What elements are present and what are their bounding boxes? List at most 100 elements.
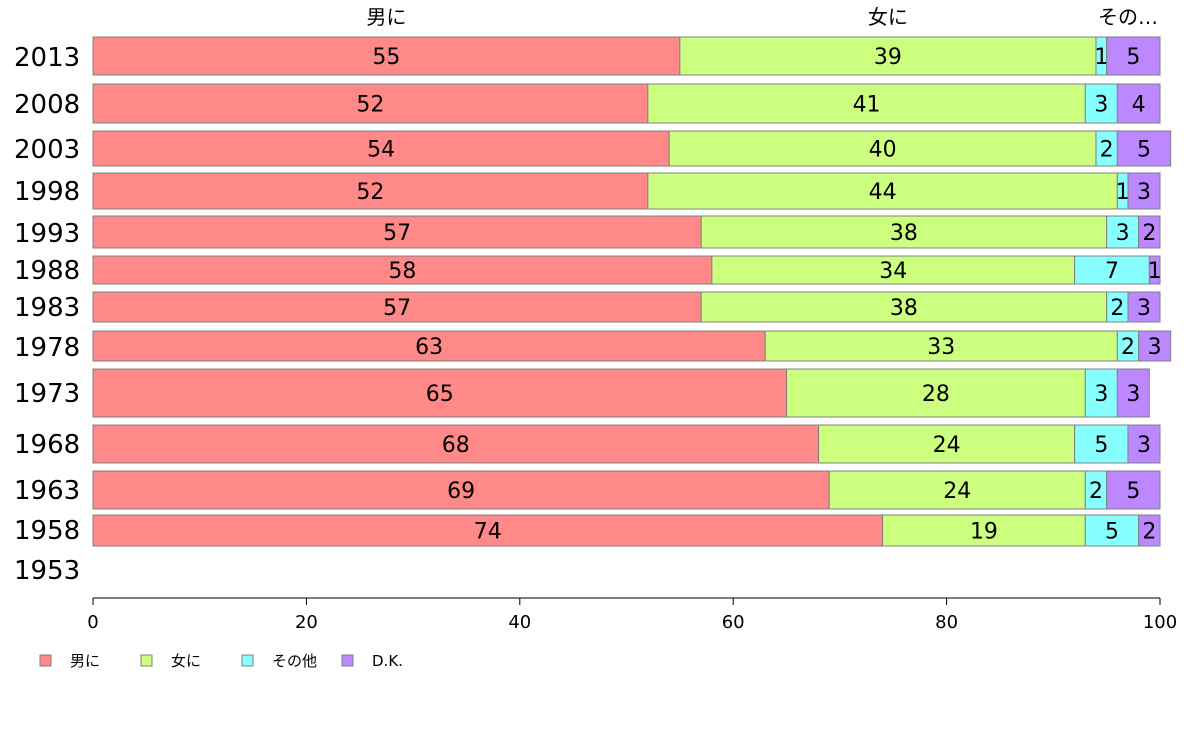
bar-segment [1116, 368, 1150, 418]
x-tick-label: 100 [1143, 612, 1177, 633]
bar-value-label: 3 [1137, 296, 1151, 321]
category-label: 2013 [14, 43, 80, 73]
bar-value-label: 39 [874, 45, 902, 70]
bar-value-label: 52 [356, 93, 384, 118]
bar-value-label: 24 [933, 433, 961, 458]
bar-value-label: 55 [372, 45, 400, 70]
bar-value-label: 4 [1132, 93, 1146, 118]
bar-value-label: 3 [1148, 335, 1162, 360]
x-tick-label: 80 [935, 612, 958, 633]
bar-segment [1148, 255, 1161, 285]
category-label: 1978 [14, 333, 80, 363]
bar-value-label: 24 [943, 479, 971, 504]
category-label: 1953 [14, 556, 80, 586]
bar-value-label: 68 [442, 433, 470, 458]
category-label: 1963 [14, 476, 80, 506]
bar-value-label: 65 [426, 382, 454, 407]
legend-label: D.K. [372, 652, 403, 670]
bar-value-label: 3 [1094, 382, 1108, 407]
top-label: その… [1098, 5, 1158, 29]
bar-value-label: 40 [869, 138, 897, 163]
bar-value-label: 28 [922, 382, 950, 407]
bar-segment [92, 130, 670, 167]
bar-segment [828, 470, 1086, 510]
bar-value-label: 41 [853, 93, 881, 118]
category-label: 1973 [14, 379, 80, 409]
bar-segment [1106, 215, 1140, 249]
bar-value-label: 5 [1126, 479, 1140, 504]
bar-segment [1127, 172, 1161, 210]
bar-value-label: 7 [1105, 259, 1119, 284]
bar-value-label: 57 [383, 221, 411, 246]
bar-value-label: 58 [388, 259, 416, 284]
category-label: 1968 [14, 430, 80, 460]
bar-segment [1138, 330, 1172, 362]
bar-segment [818, 424, 1076, 464]
bars-group: 55 39 1 552 41 3 454 40 2 552 44 1 357 38 3 258 34 7 157 38… [92, 36, 1172, 547]
bar-segment [1106, 36, 1161, 76]
legend-label: 男に [70, 652, 100, 670]
category-label: 1988 [14, 256, 80, 286]
bar-segment [1116, 83, 1161, 124]
top-labels: 男に 女に その… [366, 5, 1158, 29]
x-tick-label: 20 [295, 612, 318, 633]
bar-segment [679, 36, 1097, 76]
bar-segment [92, 255, 713, 285]
bar-segment [1106, 470, 1161, 510]
bar-value-label: 5 [1137, 138, 1151, 163]
bar-value-label: 34 [879, 259, 907, 284]
bar-value-label: 63 [415, 335, 443, 360]
bar-value-label: 54 [367, 138, 395, 163]
bar-segment [92, 514, 884, 547]
bar-segment [92, 470, 830, 510]
bar-segment [647, 172, 1118, 210]
bar-value-label: 74 [474, 520, 502, 545]
legend-swatch [241, 654, 254, 667]
bar-value-label: 1 [1116, 180, 1130, 205]
bar-value-label: 52 [356, 180, 384, 205]
bar-segment [1138, 514, 1161, 547]
bar-value-label: 3 [1126, 382, 1140, 407]
bar-value-label: 33 [927, 335, 955, 360]
category-label: 1998 [14, 177, 80, 207]
bar-segment [92, 291, 702, 323]
bar-value-label: 57 [383, 296, 411, 321]
top-label: 男に [366, 5, 406, 29]
legend-label: その他 [272, 652, 317, 670]
category-label: 2008 [14, 90, 80, 120]
bar-value-label: 1 [1148, 259, 1162, 284]
bar-value-label: 5 [1094, 433, 1108, 458]
bar-segment [711, 255, 1076, 285]
bar-value-label: 2 [1121, 335, 1135, 360]
bar-value-label: 3 [1116, 221, 1130, 246]
bar-value-label: 2 [1142, 221, 1156, 246]
bar-segment [764, 330, 1118, 362]
bar-segment [882, 514, 1086, 547]
bar-segment [1084, 514, 1140, 547]
bar-segment [1127, 291, 1161, 323]
bar-value-label: 3 [1137, 433, 1151, 458]
category-label: 2003 [14, 135, 80, 165]
bar-segment [1127, 424, 1161, 464]
bar-segment [92, 36, 681, 76]
bar-segment [92, 215, 702, 249]
bar-segment [1138, 215, 1161, 249]
bar-value-label: 19 [970, 520, 998, 545]
category-label: 1958 [14, 516, 80, 546]
legend-swatch [140, 654, 153, 667]
x-tick-label: 0 [87, 612, 98, 633]
bar-value-label: 2 [1142, 520, 1156, 545]
bar-segment [1074, 255, 1150, 285]
x-tick-label: 60 [722, 612, 745, 633]
legend-swatch [341, 654, 354, 667]
bar-value-label: 69 [447, 479, 475, 504]
bar-segment [92, 83, 649, 124]
x-tick-label: 40 [508, 612, 531, 633]
bar-segment [668, 130, 1097, 167]
bar-segment [1116, 130, 1172, 167]
bar-value-label: 38 [890, 296, 918, 321]
bar-segment [92, 172, 649, 210]
bar-value-label: 5 [1126, 45, 1140, 70]
